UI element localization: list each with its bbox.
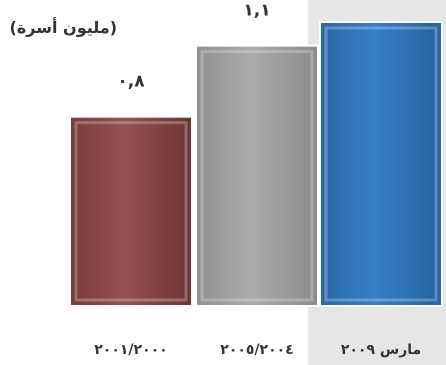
value-label-2: ١,١ bbox=[243, 1, 270, 21]
category-label-1: ٢٠٠١/٢٠٠٠ bbox=[94, 342, 167, 358]
bar-2 bbox=[195, 44, 319, 308]
bar-bevel-3 bbox=[324, 26, 438, 302]
value-label-1: ٠,٨ bbox=[117, 72, 145, 92]
bar-3 bbox=[319, 21, 443, 307]
category-label-2: ٢٠٠٥/٢٠٠٤ bbox=[220, 342, 293, 358]
bar-bevel-1 bbox=[74, 121, 188, 302]
bar-bevel-2 bbox=[200, 50, 314, 302]
category-label-3: مارس ٢٠٠٩ bbox=[341, 342, 421, 358]
bar-1 bbox=[69, 115, 193, 307]
unit-label: (مليون أسرة) bbox=[10, 17, 117, 37]
